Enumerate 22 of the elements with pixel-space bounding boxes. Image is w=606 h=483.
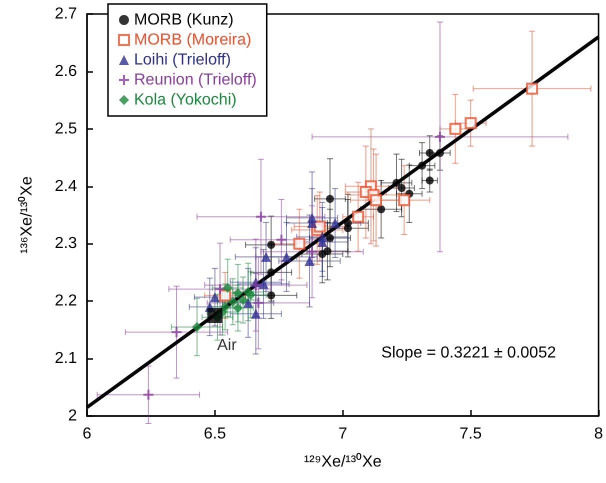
y-tick-label: 2.4 (54, 178, 78, 195)
y-tick-label: 2.7 (54, 6, 78, 22)
legend-label: Loihi (Trieloff) (134, 52, 231, 68)
x-tick-label: 6 (82, 426, 92, 442)
y-tick-label: 2.1 (54, 350, 78, 368)
x-tick-label: 7 (338, 426, 348, 442)
annotation: Slope = 0.3221 ± 0.0052 (381, 344, 556, 362)
y-tick-label: 2 (68, 408, 78, 424)
legend-label: Kola (Yokochi) (134, 92, 237, 108)
legend-label: MORB (Moreira) (134, 32, 252, 48)
y-tick-label: 2.6 (54, 62, 78, 80)
x-axis-title: ¹²⁹Xe/¹³⁰Xe (304, 452, 382, 470)
x-tick-label: 7.5 (460, 426, 482, 442)
y-tick-label: 2.3 (54, 235, 78, 252)
y-tick-label: 2.2 (54, 292, 78, 310)
legend-label: Reunion (Trieloff) (134, 72, 257, 88)
y-axis-title: ¹³⁶Xe/¹³⁰Xe (18, 176, 36, 254)
annotation: Air (217, 337, 238, 354)
y-tick-label: 2.5 (54, 120, 78, 138)
x-tick-label: 6.5 (204, 426, 226, 442)
legend-label: MORB (Kunz) (134, 12, 234, 28)
x-tick-label: 8 (594, 426, 604, 442)
